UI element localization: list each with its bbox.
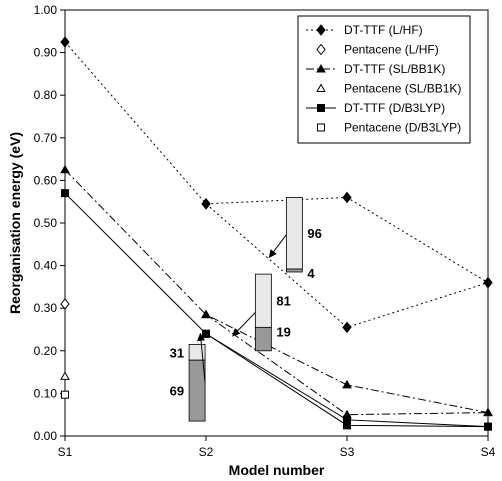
y-tick-label: 0.90 (34, 46, 58, 60)
data-point (484, 422, 492, 431)
y-tick-label: 0.40 (34, 259, 58, 273)
annotation-label: 4 (307, 266, 315, 281)
data-point (343, 415, 351, 424)
legend-marker (317, 123, 325, 132)
y-tick-label: 0.80 (34, 88, 58, 102)
data-point (61, 390, 69, 399)
x-tick-label: S3 (340, 445, 355, 459)
legend-entry: Pentacene (L/HF) (344, 43, 439, 57)
legend-entry: DT-TTF (L/HF) (344, 23, 423, 37)
legend-entry: DT-TTF (D/B3LYP) (344, 101, 445, 115)
data-point (483, 276, 493, 289)
series-line (64, 41, 489, 284)
annotation-arrow (197, 332, 206, 383)
y-tick-label: 0.00 (34, 429, 58, 443)
series-line (64, 192, 489, 428)
y-tick-label: 0.60 (34, 173, 58, 187)
x-tick-label: S4 (481, 445, 496, 459)
series-line (64, 169, 489, 414)
data-point (342, 191, 352, 204)
annotation-label: 31 (170, 345, 184, 360)
x-axis-label: Model number (229, 462, 325, 478)
annotation-label: 19 (276, 324, 290, 339)
data-point (201, 198, 211, 210)
data-point (60, 371, 70, 380)
data-point (342, 321, 352, 334)
data-point (342, 379, 352, 389)
x-tick-label: S1 (58, 445, 73, 459)
legend-entry: Pentacene (D/B3LYP) (344, 121, 461, 135)
data-point (202, 329, 210, 338)
series-line (205, 203, 489, 328)
y-tick-label: 0.50 (34, 216, 58, 230)
legend-marker (316, 24, 326, 36)
data-point (60, 164, 70, 174)
legend-marker (317, 104, 325, 112)
annotation-bar-top (254, 273, 272, 328)
data-point (60, 298, 70, 310)
data-point (60, 36, 70, 48)
annotation-arrow (268, 234, 287, 258)
annotation-label: 69 (170, 384, 184, 399)
y-tick-label: 0.70 (34, 131, 58, 145)
data-point (61, 189, 69, 198)
legend-marker (316, 83, 326, 92)
y-axis: 0.00 0.10 0.20 0.30 0.40 0.50 0.60 0.70 0.80 0.90… (34, 3, 65, 443)
y-axis-label: Reorganisation energy (eV) (7, 132, 23, 314)
series-markers (60, 36, 493, 431)
legend-marker (316, 43, 326, 56)
x-tick-label: S2 (199, 445, 214, 459)
legend-entry: DT-TTF (SL/BB1K) (344, 62, 445, 76)
annotation-arrow (232, 312, 256, 337)
annotation-label: 81 (276, 294, 290, 309)
data-point (483, 407, 493, 417)
data-point (201, 309, 211, 319)
y-tick-label: 1.00 (34, 3, 58, 17)
legend-marker (316, 63, 326, 73)
annotations: 96 4 81 19 31 69 (170, 197, 322, 422)
annotation-bar-bottom (188, 359, 206, 422)
annotation-label: 96 (307, 226, 321, 241)
legend-box (297, 15, 471, 144)
legend: DT-TTF (L/HF) Pentacene (L/HF) DT-TTF (SL/… (297, 15, 471, 144)
annotation-bar-bottom (285, 268, 303, 273)
y-tick-label: 0.30 (34, 301, 58, 315)
annotation-bar-top (285, 197, 303, 270)
y-tick-label: 0.10 (34, 386, 58, 400)
y-tick-label: 0.20 (34, 344, 58, 358)
legend-entry: Pentacene (SL/BB1K) (344, 82, 461, 96)
annotation-bar-bottom (254, 326, 272, 352)
x-axis: S1 S2 S3 S4 (58, 436, 496, 459)
